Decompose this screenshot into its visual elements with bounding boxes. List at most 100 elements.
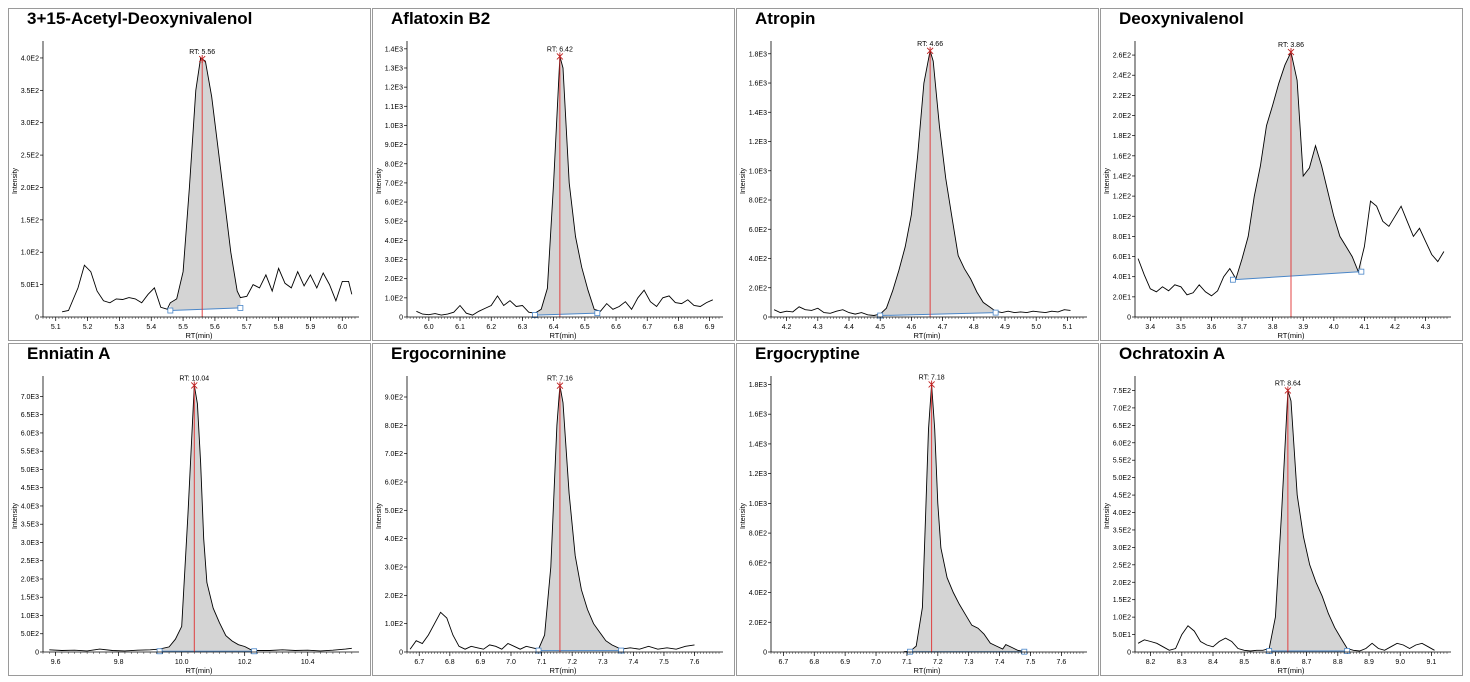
x-axis-label: RT(min) (550, 331, 577, 340)
y-tick-label: 0 (35, 650, 39, 657)
y-tick-label: 2.5E3 (21, 558, 39, 565)
peak-area (534, 56, 598, 316)
x-tick-label: 6.0 (337, 324, 347, 331)
x-tick-label: 8.7 (1302, 659, 1312, 666)
y-tick-label: 1.2E3 (385, 85, 403, 92)
y-tick-label: 1.4E3 (385, 46, 403, 53)
y-tick-label: 5.0E1 (1113, 632, 1131, 639)
y-tick-label: 4.0E2 (749, 590, 767, 597)
rt-label: RT: 3.86 (1278, 42, 1304, 49)
x-tick-label: 5.4 (146, 324, 156, 331)
x-tick-label: 6.7 (414, 659, 424, 666)
chromatogram-trace (903, 384, 1025, 653)
y-axis-label: Intensity (12, 167, 19, 194)
baseline-end-marker (1358, 268, 1365, 275)
panel-title: Deoxynivalenol (1119, 9, 1244, 28)
x-tick-label: 4.3 (813, 324, 823, 331)
y-tick-label: 7.0E2 (385, 180, 403, 187)
baseline-end-marker (237, 305, 244, 311)
y-tick-label: 3.5E2 (1113, 527, 1131, 534)
peak-area (538, 385, 622, 651)
chromatogram-panel: Deoxynivalenol RT: 3.86 0 2.0E1 4.0E1 6.0E1 8.… (1100, 8, 1463, 341)
y-tick-label: 0 (763, 315, 767, 322)
y-tick-label: 1.2E3 (749, 471, 767, 478)
y-tick-label: 6.0E2 (749, 560, 767, 567)
y-axis-label: Intensity (12, 502, 19, 529)
y-tick-label: 1.4E3 (749, 110, 767, 117)
y-tick-label: 9.0E2 (385, 395, 403, 402)
y-tick-label: 0 (1127, 315, 1131, 322)
rt-label: RT: 5.56 (189, 49, 215, 56)
x-tick-label: 6.0 (424, 324, 434, 331)
y-tick-label: 8.0E2 (749, 198, 767, 205)
y-tick-label: 6.0E3 (21, 430, 39, 437)
y-tick-label: 3.0E2 (385, 257, 403, 264)
x-tick-label: 4.1 (1360, 324, 1370, 331)
rt-label: RT: 4.66 (917, 41, 943, 48)
x-tick-label: 8.9 (1364, 659, 1374, 666)
rt-label: RT: 7.18 (919, 374, 945, 381)
rt-label: RT: 10.04 (179, 375, 209, 382)
x-tick-label: 6.4 (549, 324, 559, 331)
y-tick-label: 1.8E3 (749, 51, 767, 58)
y-tick-label: 7.0E2 (1113, 405, 1131, 412)
y-tick-label: 1.0E3 (749, 168, 767, 175)
panel-title: Ochratoxin A (1119, 344, 1226, 363)
x-tick-label: 4.2 (782, 324, 792, 331)
x-tick-label: 7.2 (933, 659, 943, 666)
y-tick-label: 8.0E2 (749, 531, 767, 538)
y-tick-label: 2.5E2 (1113, 562, 1131, 569)
y-tick-label: 5.0E2 (1113, 475, 1131, 482)
apex-marker (190, 381, 198, 390)
y-tick-label: 1.0E2 (1113, 615, 1131, 622)
x-tick-label: 3.6 (1207, 324, 1217, 331)
y-tick-label: 1.4E3 (749, 441, 767, 448)
x-axis-label: RT(min) (914, 666, 941, 675)
x-tick-label: 8.6 (1271, 659, 1281, 666)
y-tick-label: 1.1E3 (385, 104, 403, 111)
y-tick-label: 4.0E2 (385, 536, 403, 543)
y-tick-label: 4.0E2 (1113, 510, 1131, 517)
y-tick-label: 1.5E3 (21, 595, 39, 602)
rt-label: RT: 7.16 (547, 376, 573, 383)
y-tick-label: 3.0E2 (385, 565, 403, 572)
y-axis-label: Intensity (376, 167, 383, 194)
y-tick-label: 1.0E2 (1113, 214, 1131, 221)
x-tick-label: 7.6 (1057, 659, 1067, 666)
x-tick-label: 7.4 (995, 659, 1005, 666)
x-tick-label: 3.5 (1176, 324, 1186, 331)
x-tick-label: 6.7 (778, 659, 788, 666)
y-tick-label: 1.3E3 (385, 65, 403, 72)
x-tick-label: 5.9 (306, 324, 316, 331)
x-tick-label: 6.1 (455, 324, 465, 331)
y-tick-label: 0 (399, 315, 403, 322)
y-tick-label: 9.0E2 (385, 142, 403, 149)
y-tick-label: 4.0E3 (21, 503, 39, 510)
x-tick-label: 4.2 (1390, 324, 1400, 331)
chromatogram-plot: RT: 6.42 0 1.0E2 2.0E2 3.0E2 4.0E2 5.0E2 6.0E2 7… (376, 41, 723, 340)
x-tick-label: 6.6 (611, 324, 621, 331)
peak-area (910, 384, 1025, 652)
y-tick-label: 7.0E3 (21, 394, 39, 401)
chromatogram-panel: Ergocorninine RT: 7.16 0 1.0E2 2.0E2 3.0E2 4.0… (372, 343, 735, 676)
x-tick-label: 8.5 (1239, 659, 1249, 666)
y-tick-label: 0 (1127, 650, 1131, 657)
x-axis-label: RT(min) (1278, 331, 1305, 340)
y-tick-label: 3.0E2 (1113, 545, 1131, 552)
chromatogram-panel: Atropin RT: 4.66 0 2.0E2 4.0E2 6.0E2 8.0E2 1.0E… (736, 8, 1099, 341)
panel-title: Enniatin A (27, 344, 111, 363)
y-tick-label: 5.0E2 (385, 219, 403, 226)
x-axis-label: RT(min) (186, 666, 213, 675)
y-tick-label: 3.0E2 (21, 120, 39, 127)
chromatogram-plot: RT: 4.66 0 2.0E2 4.0E2 6.0E2 8.0E2 1.0E3 1.2E3 1… (740, 41, 1087, 340)
x-tick-label: 9.8 (114, 659, 124, 666)
y-tick-label: 8.0E2 (385, 161, 403, 168)
x-tick-label: 4.9 (1000, 324, 1010, 331)
y-tick-label: 2.4E2 (1113, 73, 1131, 80)
baseline-start-marker (1229, 276, 1236, 283)
x-tick-label: 7.2 (567, 659, 577, 666)
x-tick-label: 5.8 (274, 324, 284, 331)
y-axis-label: Intensity (1104, 502, 1111, 529)
x-tick-label: 5.1 (1063, 324, 1073, 331)
chromatogram-panel: Enniatin A RT: 10.04 0 5.0E2 1.0E3 1.5E3 2.0E3… (8, 343, 371, 676)
